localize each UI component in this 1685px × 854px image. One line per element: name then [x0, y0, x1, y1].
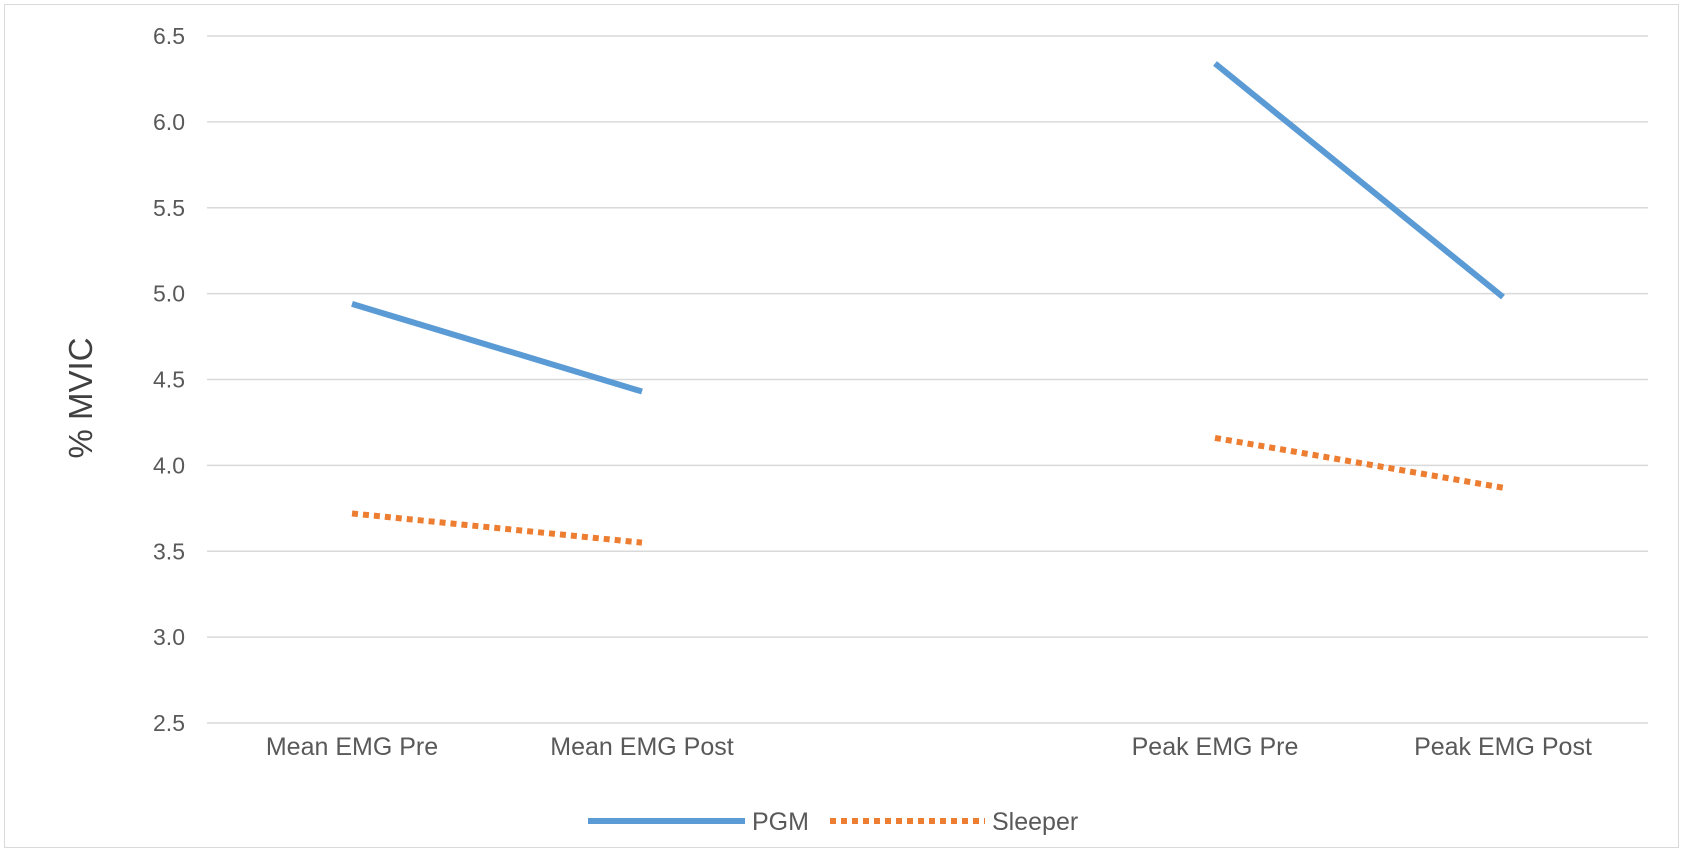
data-point-pgm: [349, 301, 355, 307]
y-tick-label: 6.5: [153, 23, 185, 49]
series-pgm-segment-1: [1213, 61, 1505, 300]
series-pgm-segment-0: [351, 301, 643, 395]
x-category-label: Peak EMG Post: [1414, 733, 1592, 761]
x-axis-category-labels: Mean EMG Pre Mean EMG Post Peak EMG Pre Pea…: [266, 733, 1592, 761]
data-point-pgm: [639, 389, 645, 395]
data-point-sleeper: [1212, 435, 1218, 441]
legend: PGM Sleeper: [588, 808, 1078, 836]
data-point-pgm: [1500, 294, 1506, 300]
legend-label-pgm: PGM: [752, 808, 809, 836]
y-tick-label: 4.0: [153, 452, 185, 478]
x-category-label: Mean EMG Post: [550, 733, 733, 761]
y-tick-label: 4.5: [153, 367, 185, 393]
y-tick-label: 5.5: [153, 195, 185, 221]
series-sleeper-segment-1: [1214, 434, 1504, 491]
series-sleeper-segment-0: [351, 510, 643, 546]
y-axis-label: % MVIC: [62, 337, 99, 458]
y-tick-label: 6.0: [153, 109, 185, 135]
data-point-sleeper: [349, 510, 355, 516]
y-tick-label: 2.5: [153, 710, 185, 736]
chart-frame: [4, 4, 1679, 848]
data-point-pgm: [1212, 60, 1218, 66]
x-category-label: Peak EMG Pre: [1132, 733, 1299, 761]
y-tick-label: 3.0: [153, 624, 185, 650]
y-axis-tick-labels: 2.5 3.0 3.5 4.0 4.5 5.0 5.5 6.0 6.5: [153, 23, 185, 736]
legend-label-sleeper: Sleeper: [992, 808, 1078, 836]
data-point-sleeper: [1500, 485, 1506, 491]
series-lines: [349, 60, 1506, 546]
y-tick-label: 3.5: [153, 538, 185, 564]
gridlines: [207, 35, 1648, 724]
data-point-sleeper: [639, 540, 645, 546]
y-tick-label: 5.0: [153, 281, 185, 307]
x-category-label: Mean EMG Pre: [266, 733, 438, 761]
